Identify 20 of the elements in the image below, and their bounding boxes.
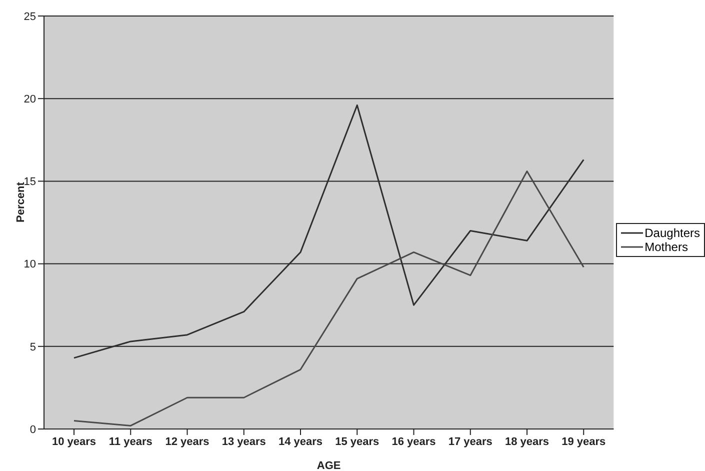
x-tick-label: 13 years	[222, 436, 266, 448]
x-tick-label: 12 years	[165, 436, 210, 448]
y-tick-label: 5	[30, 341, 36, 354]
y-tick-label: 0	[30, 424, 36, 436]
y-tick-label: 10	[24, 258, 36, 271]
x-tick-label: 16 years	[392, 436, 436, 448]
y-tick-label: 20	[24, 94, 36, 106]
line-series	[73, 170, 584, 426]
legend-label: Daughters	[644, 226, 700, 240]
x-tick-label: 10 years	[52, 436, 96, 448]
legend-label: Mothers	[644, 240, 688, 254]
x-axis-title: AGE	[316, 460, 341, 471]
x-tick-label: 19 years	[562, 436, 606, 448]
x-tick-label: 11 years	[108, 436, 152, 448]
x-tick-label: 15 years	[335, 436, 380, 448]
x-tick-label: 14 years	[278, 436, 323, 448]
x-tick-label: 17 years	[448, 436, 492, 448]
x-tick-label: 18 years	[504, 436, 550, 448]
y-tick-label: 25	[24, 10, 36, 23]
y-tick-label: 15	[24, 176, 36, 188]
